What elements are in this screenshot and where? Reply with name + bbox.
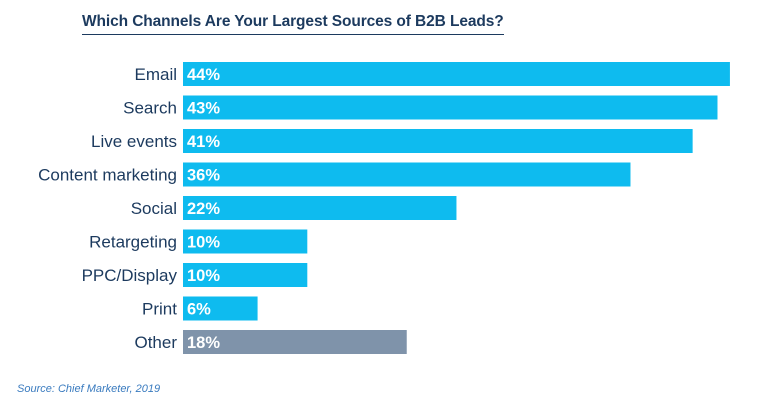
- bar-search: [183, 95, 718, 120]
- category-label: Other: [134, 333, 177, 352]
- category-label: PPC/Display: [82, 266, 178, 285]
- data-label: 6%: [187, 301, 211, 319]
- category-label: Content marketing: [38, 166, 177, 185]
- data-label: 44%: [187, 66, 220, 84]
- category-label: Email: [134, 65, 177, 84]
- bar-live-events: [183, 129, 693, 153]
- source-note: Source: Chief Marketer, 2019: [17, 383, 161, 395]
- category-label: Search: [123, 99, 177, 118]
- data-label: 18%: [187, 334, 220, 352]
- data-label: 36%: [187, 167, 220, 185]
- data-label: 41%: [187, 133, 220, 151]
- bar-social: [183, 196, 457, 220]
- category-label: Social: [131, 199, 177, 218]
- category-label: Print: [142, 300, 177, 319]
- bar-ppc-display: [183, 263, 308, 287]
- data-label: 22%: [187, 200, 220, 218]
- bar-content-marketing: [183, 162, 631, 187]
- bar-retargeting: [183, 229, 308, 254]
- category-label: Live events: [91, 132, 177, 151]
- data-label: 10%: [187, 267, 220, 285]
- bar-print: [183, 296, 258, 321]
- data-label: 10%: [187, 234, 220, 252]
- data-label: 43%: [187, 100, 220, 118]
- chart-title: Which Channels Are Your Largest Sources …: [82, 13, 504, 35]
- bar-email: [183, 62, 730, 86]
- bar-other: [183, 330, 407, 354]
- category-label: Retargeting: [89, 233, 177, 252]
